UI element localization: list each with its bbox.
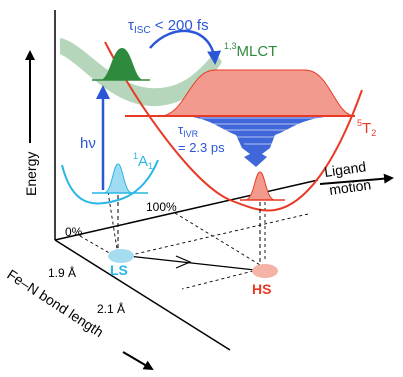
ls-label: LS — [110, 262, 128, 278]
hs-label: HS — [252, 281, 271, 297]
ligand-motion-arrow — [319, 173, 394, 185]
a1-wavepacket — [103, 163, 133, 194]
tau-isc-label: τISC < 200 fs — [128, 17, 209, 36]
ivr-funnel-lines — [200, 117, 320, 145]
mlct-wavepacket — [100, 48, 144, 80]
hs-ellipse — [252, 264, 278, 278]
tau-ivr-label: τIVR — [178, 122, 199, 139]
bond-2-1-label: 2.1 Å — [97, 301, 125, 316]
t2-potential-curve — [104, 41, 363, 212]
ls-hs-arrowhead — [175, 255, 192, 269]
a1-label: 1A1 — [133, 151, 153, 171]
ligand-label-line2: motion — [328, 176, 372, 198]
ls-ellipse — [108, 249, 134, 263]
isc-arrow — [149, 29, 222, 65]
percent-100-label: 100% — [146, 200, 177, 214]
bond-length-arrow — [122, 351, 154, 371]
t2-label: 5T2 — [357, 118, 376, 138]
t2-bottom-wavepacket — [244, 171, 276, 201]
mlct-band — [60, 38, 222, 107]
percent-0-label: 0% — [65, 225, 83, 239]
bond-length-axis — [54, 239, 231, 351]
hv-label: hν — [80, 135, 96, 152]
a1-potential-curve — [61, 159, 159, 205]
ivr-funnel — [185, 116, 335, 167]
mlct-label: 1,3MLCT — [224, 41, 277, 60]
bond-1-9-label: 1.9 Å — [48, 265, 76, 280]
ligand-label-line1: Ligand — [323, 158, 367, 180]
tau-ivr-value: = 2.3 ps — [178, 140, 225, 155]
energy-label: Energy — [23, 152, 39, 196]
ls-hs-path — [127, 255, 256, 271]
floor-back-axis — [54, 179, 319, 241]
t2-wavepacket — [159, 69, 356, 117]
